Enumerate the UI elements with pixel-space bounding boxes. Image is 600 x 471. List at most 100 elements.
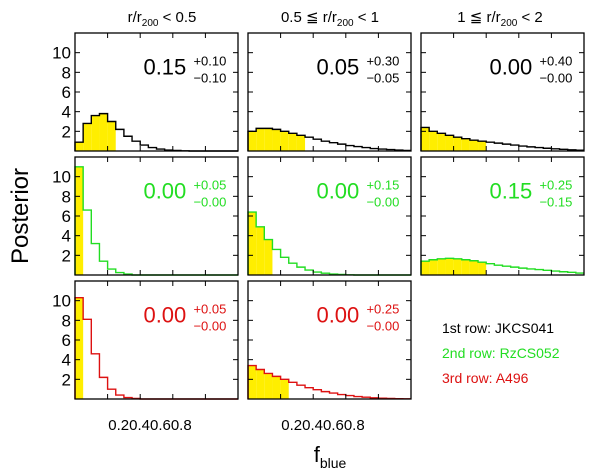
estimate-upper-error: +0.25 — [366, 301, 399, 316]
credible-interval-fill — [469, 140, 479, 151]
estimate-annotation: 0.00 — [143, 302, 186, 327]
panel-r2-c3: 0.15 +0.25 −0.15 — [420, 156, 585, 276]
credible-interval-fill — [478, 141, 487, 151]
legend-entry-rzcs052: 2nd row: RzCS052 — [442, 345, 560, 361]
estimate-lower-error: −0.00 — [366, 318, 399, 333]
panel-r2-c2: 0.00 +0.15 −0.00 — [247, 156, 412, 276]
credible-interval-fill — [99, 113, 108, 151]
credible-interval-fill — [453, 137, 462, 151]
column-title-1: r/r200 < 0.5 — [128, 9, 197, 29]
panel-frame — [420, 156, 585, 276]
credible-interval-fill — [296, 135, 306, 151]
credible-interval-fill — [469, 260, 479, 275]
legend: 1st row: JKCS041 2nd row: RzCS052 3rd ro… — [442, 320, 560, 386]
panel-r1-c2: 0.05 +0.30 −0.05 — [247, 32, 412, 152]
panel-r3-c2: 0.00 +0.25 −0.00 — [247, 280, 412, 400]
credible-interval-fill — [264, 373, 273, 399]
column-title-subscript: 200 — [142, 18, 159, 29]
estimate-lower-error: −0.10 — [193, 70, 226, 85]
x-axis-label-main: f — [314, 442, 321, 467]
credible-interval-fill — [107, 121, 116, 151]
column-title-text: 1 ≦ r/r — [457, 9, 500, 26]
y-tick-label: 8 — [62, 311, 71, 330]
credible-interval-fill — [91, 115, 100, 151]
x-tick-labels-col-1: 0.20.40.60.8 — [108, 417, 191, 434]
estimate-lower-error: −0.00 — [366, 194, 399, 209]
credible-interval-fill — [248, 131, 257, 151]
credible-interval-fill — [437, 133, 446, 151]
credible-interval-fill — [248, 365, 257, 399]
estimate-annotation: 0.00 — [489, 54, 532, 79]
y-tick-label: 2 — [62, 122, 71, 141]
estimate-lower-error: −0.00 — [193, 194, 226, 209]
credible-interval-fill — [478, 262, 487, 275]
y-tick-label: 6 — [62, 83, 71, 102]
y-tick-label: 6 — [62, 331, 71, 350]
credible-interval-fill — [75, 297, 84, 399]
estimate-upper-error: +0.30 — [366, 53, 399, 68]
credible-interval-fill — [248, 212, 257, 275]
credible-interval-fill — [437, 258, 446, 275]
legend-entry-a496: 3rd row: A496 — [442, 370, 529, 386]
credible-interval-fill — [429, 131, 438, 151]
y-axis-label: Posterior — [7, 168, 34, 264]
credible-interval-fill — [264, 239, 273, 275]
credible-interval-fill — [256, 128, 265, 151]
estimate-upper-error: +0.25 — [539, 177, 572, 192]
y-tick-label: 6 — [62, 207, 71, 226]
y-tick-label: 2 — [62, 370, 71, 389]
credible-interval-fill — [256, 226, 265, 275]
y-tick-label: 10 — [52, 292, 71, 311]
credible-interval-fill — [75, 142, 84, 151]
estimate-lower-error: −0.00 — [539, 70, 572, 85]
panel-r1-c3: 0.00 +0.40 −0.00 — [420, 32, 585, 152]
estimate-lower-error: −0.00 — [193, 318, 226, 333]
credible-interval-fill — [421, 127, 430, 151]
estimate-lower-error: −0.05 — [366, 70, 399, 85]
y-tick-label: 2 — [62, 246, 71, 265]
estimate-upper-error: +0.05 — [193, 177, 226, 192]
credible-interval-fill — [280, 379, 289, 399]
panel-frame — [74, 280, 239, 400]
estimate-upper-error: +0.10 — [193, 53, 226, 68]
credible-interval-fill — [83, 123, 92, 151]
y-tick-label: 8 — [62, 187, 71, 206]
credible-interval-fill — [445, 135, 454, 151]
histogram-step-line — [247, 211, 411, 276]
credible-interval-fill — [75, 166, 84, 275]
credible-interval-fill — [461, 138, 470, 151]
panel-frame — [247, 156, 412, 276]
x-tick-labels-col-2: 0.20.40.60.8 — [281, 417, 364, 434]
column-title-text: r/r — [128, 9, 142, 26]
column-title-3: 1 ≦ r/r200 < 2 — [457, 9, 543, 29]
estimate-annotation: 0.00 — [316, 302, 359, 327]
credible-interval-fill — [264, 128, 273, 151]
x-axis-label-sub: blue — [320, 455, 347, 471]
estimate-lower-error: −0.15 — [539, 194, 572, 209]
histogram-step-line — [420, 257, 584, 275]
histogram-step-line — [420, 126, 584, 151]
credible-interval-fill — [288, 133, 297, 151]
credible-interval-fill — [461, 259, 470, 275]
y-tick-label: 4 — [62, 227, 71, 246]
column-title-text: < 1 — [354, 9, 379, 26]
column-title-text: 0.5 ≦ r/r — [281, 9, 337, 26]
histogram-step-line — [247, 127, 411, 152]
estimate-upper-error: +0.15 — [366, 177, 399, 192]
credible-interval-fill — [272, 129, 281, 151]
estimate-annotation: 0.00 — [316, 178, 359, 203]
credible-interval-fill — [421, 261, 430, 275]
column-title-subscript: 200 — [501, 18, 518, 29]
y-tick-label: 10 — [52, 44, 71, 63]
estimate-annotation: 0.15 — [143, 54, 186, 79]
credible-interval-fill — [429, 259, 438, 275]
estimate-annotation: 0.00 — [143, 178, 186, 203]
y-tick-label: 8 — [62, 63, 71, 82]
y-tick-label: 4 — [62, 103, 71, 122]
y-tick-label: 10 — [52, 168, 71, 187]
x-axis-label: fblue — [314, 442, 347, 471]
